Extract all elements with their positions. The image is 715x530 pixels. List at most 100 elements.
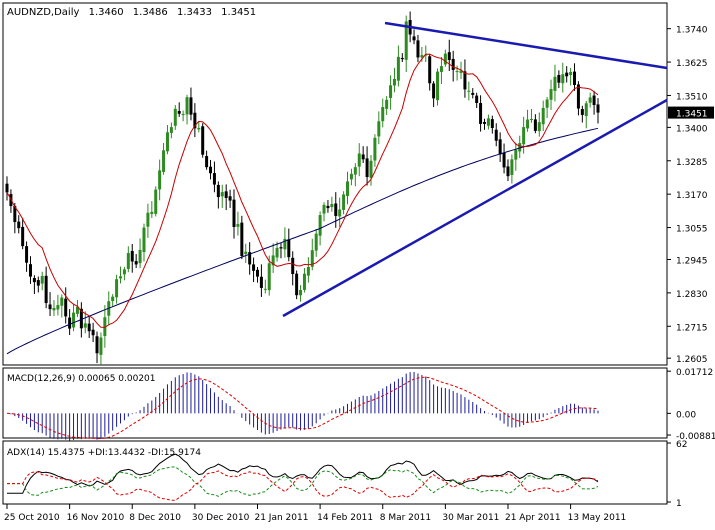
candle-body [99,337,103,355]
candle-body [467,90,471,92]
candle-body [432,83,436,99]
candle-body [165,132,169,152]
candle-body [119,276,123,279]
candle-body [79,308,83,329]
time-tick-label: 16 Nov 2010 [67,513,125,523]
macd-plot[interactable] [6,371,599,441]
candle-body [557,74,561,83]
candle-body [283,238,287,250]
candle-body [576,84,580,109]
adx-tick-label: 62 [676,440,687,450]
candle-body [169,127,173,133]
candle-body [369,160,373,178]
candle-body [44,275,48,304]
candle-body [310,250,314,267]
macd-panel-frame [2,367,668,439]
candle-body [201,126,205,155]
candle-body [91,329,95,336]
macd-signal-line [6,376,599,440]
sma-slow-line [6,127,599,355]
candle-body [338,209,342,217]
candle-body [271,255,275,266]
candle-body [459,70,463,73]
candle-body [518,143,522,152]
candle-body [83,323,87,328]
support-trendline [282,98,668,318]
candle-body [205,156,209,168]
candle-body [263,288,267,290]
adx-tick-label: 1 [676,499,682,509]
candle-body [486,118,490,126]
time-tick-label: 8 Mar 2011 [380,513,431,523]
candle-body [28,264,32,277]
candle-body [40,276,44,284]
candle-body [412,36,416,41]
candle-body [87,323,91,332]
timeframe-label: Daily [54,7,79,18]
candle-body [17,221,21,229]
candle-body [21,226,25,247]
last-price-marker [668,106,714,119]
candle-body [565,72,569,77]
macd-tick-label: -0.00881 [676,432,715,442]
candle-body [32,278,36,283]
candle-body [36,280,40,286]
candle-body [302,273,306,290]
time-tick-label: 21 Apr 2011 [505,513,561,523]
candle-body [346,181,350,197]
candle-body [75,306,79,314]
candle-body [275,247,279,258]
candle-body [592,95,596,106]
candle-body [545,99,549,108]
time-tick-label: 21 Jan 2011 [254,513,308,523]
candle-body [385,99,389,109]
time-tick-label: 13 May 2011 [568,513,627,523]
candle-body [471,92,475,95]
price-tick-label: 1.3400 [676,124,708,134]
candle-body [244,251,248,254]
last-price-label: 1.3451 [676,110,708,120]
close-value: 1.3451 [221,7,256,18]
macd-tick-label: 0.01712 [676,368,713,378]
candle-body [122,269,126,275]
candle-body [181,114,185,116]
candle-body [177,110,181,114]
price-tick-label: 1.3510 [676,92,708,102]
candle-body [561,74,565,84]
candle-body [60,297,64,306]
time-tick-label: 14 Feb 2011 [317,513,373,523]
candle-body [439,66,443,72]
candle-body [95,336,99,354]
candle-body [596,104,600,113]
candle-body [197,127,201,130]
candle-body [588,97,592,103]
candle-body [185,97,189,115]
plus-di-line [7,466,599,497]
candle-body [228,196,232,201]
main-panel-frame [2,2,668,366]
price-tick-label: 1.2715 [676,323,708,333]
candle-body [138,249,142,264]
price-tick-label: 1.3740 [676,26,708,36]
time-tick-label: 8 Dec 2010 [129,513,181,523]
sma-fast-line [6,53,599,328]
price-plot[interactable] [5,11,668,365]
price-tick-label: 1.2945 [676,256,708,266]
candle-body [318,215,322,236]
adx-plot[interactable] [7,453,599,501]
time-tick-label: 25 Oct 2010 [4,513,60,523]
candle-body [447,52,451,61]
adx-axis: 62 1 [667,440,687,509]
candle-body [240,222,244,256]
candle-body [56,305,60,310]
candle-body [154,189,158,214]
candle-body [392,78,396,86]
minus-di-line [7,470,599,501]
candle-body [533,119,537,131]
candle-body [134,261,138,265]
macd-tick-label: 0.00 [676,410,696,420]
candle-body [436,71,440,101]
candle-body [25,246,29,263]
